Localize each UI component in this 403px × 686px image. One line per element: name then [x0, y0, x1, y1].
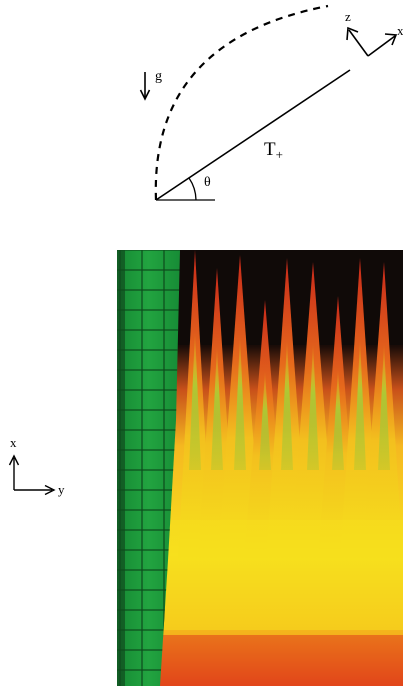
top-axis-z-label: z: [345, 9, 351, 24]
flame-photograph: [117, 250, 403, 686]
axis-triad-icon: [346, 26, 398, 57]
dashed-arc: [154, 4, 329, 201]
gravity-label: g: [155, 69, 162, 84]
flame-inner-tips: [189, 330, 390, 470]
down-arrow-icon: [139, 72, 151, 101]
axis-triad-icon: [8, 454, 56, 496]
bottom-axis-x-label: x: [10, 435, 17, 450]
temperature-label: T+: [264, 139, 283, 162]
temperature-symbol: T: [264, 139, 276, 160]
inclined-plate-line: [155, 69, 351, 201]
angle-label: θ: [204, 175, 211, 190]
top-axis-x-label: x: [397, 23, 403, 38]
bottom-axis-y-label: y: [58, 482, 65, 497]
temperature-subscript: +: [276, 147, 283, 162]
angle-arc: [188, 177, 197, 201]
